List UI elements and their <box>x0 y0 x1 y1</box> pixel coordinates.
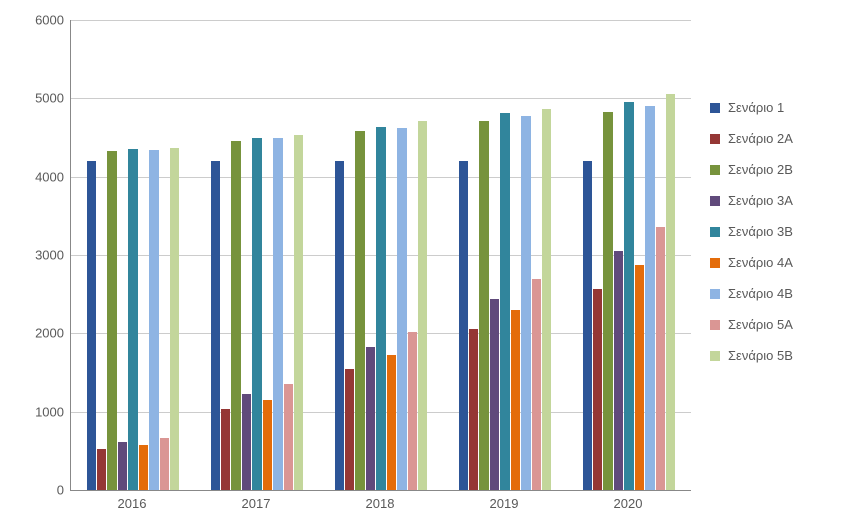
bar <box>118 442 127 490</box>
bar <box>645 106 654 490</box>
grouped-bar-chart: Σενάριο 1 Σενάριο 2Α Σενάριο 2Β Σενάριο 3Α Σ… <box>0 0 860 524</box>
bar <box>397 128 406 490</box>
legend-swatch <box>710 320 720 330</box>
bar <box>284 384 293 490</box>
bar <box>624 102 633 490</box>
bar <box>511 310 520 490</box>
legend-item: Σενάριο 4Β <box>710 286 793 301</box>
legend-swatch <box>710 134 720 144</box>
bar <box>242 394 251 490</box>
y-tick-label: 1000 <box>4 404 64 419</box>
legend-label: Σενάριο 4Β <box>728 286 793 301</box>
legend-swatch <box>710 258 720 268</box>
legend-item: Σενάριο 3Β <box>710 224 793 239</box>
bar <box>160 438 169 490</box>
bar <box>656 227 665 490</box>
bar <box>221 409 230 490</box>
bar <box>335 161 344 490</box>
bar <box>408 332 417 490</box>
x-tick-label: 2020 <box>614 496 643 511</box>
x-tick-label: 2016 <box>118 496 147 511</box>
legend-item: Σενάριο 2Α <box>710 131 793 146</box>
bar <box>418 121 427 490</box>
legend-label: Σενάριο 2Α <box>728 131 793 146</box>
legend-label: Σενάριο 3Β <box>728 224 793 239</box>
legend-swatch <box>710 103 720 113</box>
bar <box>666 94 675 490</box>
legend-label: Σενάριο 4Α <box>728 255 793 270</box>
bar <box>521 116 530 490</box>
legend-swatch <box>710 289 720 299</box>
y-tick-label: 0 <box>4 483 64 498</box>
y-tick-label: 4000 <box>4 169 64 184</box>
legend-label: Σενάριο 5Β <box>728 348 793 363</box>
bar <box>469 329 478 490</box>
bar <box>593 289 602 490</box>
bar <box>479 121 488 490</box>
bar <box>345 369 354 490</box>
legend-item: Σενάριο 4Α <box>710 255 793 270</box>
legend-item: Σενάριο 1 <box>710 100 793 115</box>
bar <box>387 355 396 490</box>
bar <box>500 113 509 490</box>
legend-swatch <box>710 227 720 237</box>
legend-swatch <box>710 351 720 361</box>
bar <box>635 265 644 490</box>
bar <box>128 149 137 490</box>
bar <box>231 141 240 490</box>
legend: Σενάριο 1 Σενάριο 2Α Σενάριο 2Β Σενάριο 3Α Σ… <box>710 100 793 379</box>
bar <box>532 279 541 490</box>
legend-item: Σενάριο 5Β <box>710 348 793 363</box>
bar <box>107 151 116 490</box>
bar <box>87 161 96 490</box>
bar <box>603 112 612 490</box>
bar <box>459 161 468 490</box>
y-tick-label: 2000 <box>4 326 64 341</box>
legend-label: Σενάριο 2Β <box>728 162 793 177</box>
bar <box>273 138 282 490</box>
bar <box>366 347 375 490</box>
y-tick-label: 3000 <box>4 248 64 263</box>
bar <box>490 299 499 490</box>
legend-item: Σενάριο 2Β <box>710 162 793 177</box>
legend-swatch <box>710 165 720 175</box>
bar <box>294 135 303 490</box>
legend-item: Σενάριο 3Α <box>710 193 793 208</box>
bar <box>139 445 148 490</box>
x-tick-label: 2019 <box>490 496 519 511</box>
y-tick-label: 5000 <box>4 91 64 106</box>
bar <box>376 127 385 490</box>
gridline <box>71 20 691 21</box>
bar <box>355 131 364 490</box>
legend-label: Σενάριο 5Α <box>728 317 793 332</box>
bar <box>263 400 272 490</box>
bar <box>542 109 551 490</box>
plot-area <box>70 20 691 491</box>
legend-item: Σενάριο 5Α <box>710 317 793 332</box>
bar <box>614 251 623 490</box>
legend-label: Σενάριο 3Α <box>728 193 793 208</box>
bar <box>97 449 106 490</box>
gridline <box>71 98 691 99</box>
bar <box>252 138 261 491</box>
legend-swatch <box>710 196 720 206</box>
bar <box>149 150 158 490</box>
legend-label: Σενάριο 1 <box>728 100 784 115</box>
y-tick-label: 6000 <box>4 13 64 28</box>
bar <box>583 161 592 490</box>
bar <box>211 161 220 490</box>
bar <box>170 148 179 490</box>
x-tick-label: 2018 <box>366 496 395 511</box>
x-tick-label: 2017 <box>242 496 271 511</box>
